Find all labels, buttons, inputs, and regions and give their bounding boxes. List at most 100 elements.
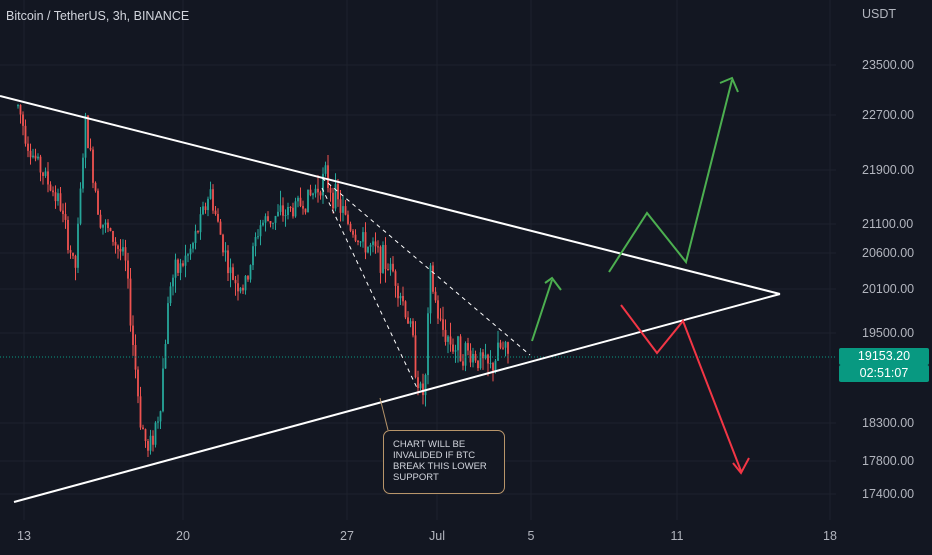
candle-body [267, 216, 269, 222]
y-axis[interactable]: USDT 23500.00 22700.00 21900.00 21100.00 206… [862, 7, 914, 501]
candle-body [264, 216, 267, 223]
candle-body [362, 232, 364, 242]
candle-body [29, 150, 32, 158]
channel-upper-dashed[interactable] [321, 177, 531, 356]
candle-body [309, 189, 312, 196]
candle-body [307, 189, 309, 213]
candle-body [337, 184, 339, 200]
candle-body [254, 236, 257, 247]
candle-body [339, 199, 342, 213]
candle-body [389, 263, 392, 270]
candle-body [39, 156, 42, 173]
x-tick-label: 18 [823, 529, 837, 543]
annotation-note[interactable]: CHART WILL BE INVALIDED IF BTC BREAK THI… [383, 430, 505, 494]
candle-body [244, 276, 247, 291]
candle-body [432, 265, 434, 292]
candle-body [429, 265, 432, 314]
annotation-line: BREAK THIS LOWER [393, 461, 487, 472]
candle-body [484, 354, 487, 359]
candle-body [144, 429, 147, 442]
candle-body [214, 210, 217, 215]
x-tick-label: 20 [176, 529, 190, 543]
candle-body [257, 236, 259, 238]
countdown-tag: 02:51:07 [839, 365, 929, 382]
x-axis[interactable]: 13 20 27 Jul 5 11 18 [17, 529, 837, 543]
candle-body [507, 342, 509, 354]
lower-trendline[interactable] [13, 293, 781, 503]
x-tick-label: 27 [340, 529, 354, 543]
candle-body [152, 435, 154, 445]
candle-body [412, 321, 414, 336]
candle-body [322, 173, 324, 196]
candle-body [462, 361, 464, 366]
candle-body [164, 343, 167, 369]
candle-body [162, 368, 164, 412]
candle-body [497, 342, 499, 361]
upper-trendline[interactable] [0, 95, 781, 295]
candle-body [272, 222, 274, 224]
candle-body [314, 188, 317, 194]
candle-body [72, 252, 74, 256]
candle-body [242, 287, 244, 291]
candle-body [187, 254, 189, 256]
candle-body [237, 283, 239, 292]
candle-body [229, 267, 232, 274]
bull-path-small[interactable] [531, 279, 553, 342]
candle-body [202, 206, 204, 215]
candle-body [349, 223, 352, 231]
candle-body [369, 244, 372, 247]
candle-body [174, 259, 177, 278]
candle-body [502, 347, 504, 349]
candle-body [114, 241, 117, 246]
y-tick-label: 21100.00 [862, 217, 913, 231]
candle-body [352, 230, 354, 235]
candle-body [344, 206, 347, 215]
candle-body [77, 223, 79, 268]
bull-arrowhead-large [719, 76, 739, 93]
candle-body [459, 336, 462, 362]
candle-body [232, 267, 234, 280]
candle-body [299, 197, 302, 206]
candle-body [384, 244, 387, 270]
candle-body [102, 224, 104, 228]
candle-body [397, 285, 399, 299]
candle-body [67, 219, 69, 250]
candle-body [49, 184, 52, 191]
candle-body [402, 296, 404, 302]
candle-body [24, 125, 27, 144]
candle-body [184, 255, 187, 266]
candle-body [59, 193, 62, 211]
candle-body [379, 246, 382, 273]
candle-body [477, 360, 479, 369]
candle-body [159, 411, 162, 422]
x-tick-label: 11 [671, 529, 684, 543]
candle-body [94, 182, 97, 191]
candle-body [209, 189, 212, 199]
candle-body [367, 246, 369, 253]
candle-body [297, 197, 299, 202]
candle-body [249, 265, 252, 280]
candle-body [269, 221, 272, 224]
candle-body [42, 172, 44, 176]
candle-body [472, 353, 474, 363]
last-price-tag: 19153.20 [839, 348, 929, 365]
candle-body [207, 198, 209, 211]
candle-body [92, 149, 94, 183]
candle-body [227, 250, 229, 274]
bear-path[interactable] [620, 304, 742, 472]
symbol-title[interactable]: Bitcoin / TetherUS, 3h, BINANCE [6, 9, 190, 23]
candle-body [104, 222, 107, 225]
candle-body [107, 222, 109, 229]
candle-body [377, 246, 379, 248]
candle-body [177, 259, 179, 273]
candle-body [499, 342, 502, 348]
channel-lower-dashed[interactable] [321, 187, 419, 391]
y-tick-label: 17800.00 [862, 454, 914, 468]
candle-body [109, 228, 112, 232]
candle-body [27, 143, 29, 151]
candle-body [494, 360, 497, 371]
y-tick-label: 22700.00 [862, 108, 914, 122]
candle-body [179, 263, 182, 273]
bull-path-large[interactable] [608, 79, 733, 273]
